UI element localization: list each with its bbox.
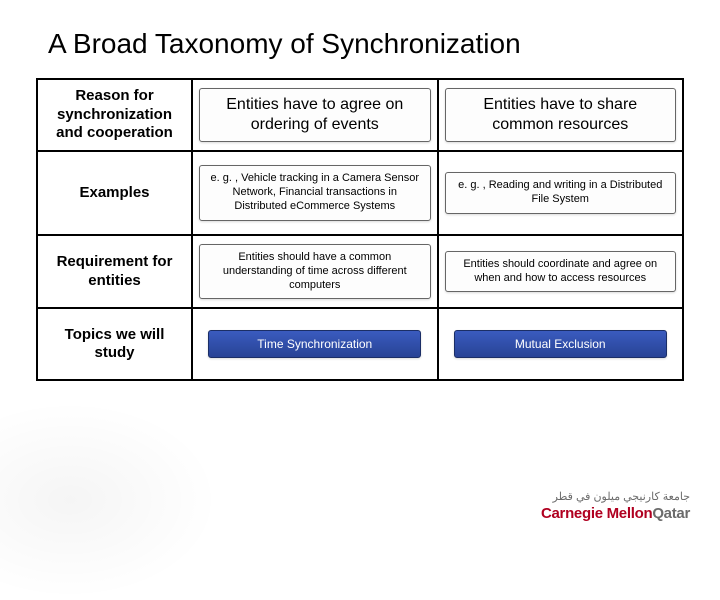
cell-reason-share: Entities have to share common resources bbox=[438, 79, 684, 151]
taxonomy-table: Reason for synchronization and cooperati… bbox=[36, 78, 684, 381]
cell-requirement-share: Entities should coordinate and agree on … bbox=[438, 235, 684, 308]
row-topics: Topics we will study Time Synchronizatio… bbox=[37, 308, 683, 380]
box-requirement-share: Entities should coordinate and agree on … bbox=[445, 251, 677, 293]
box-examples-ordering: e. g. , Vehicle tracking in a Camera Sen… bbox=[199, 165, 430, 220]
cell-topics-ordering: Time Synchronization bbox=[192, 308, 437, 380]
cell-examples-share: e. g. , Reading and writing in a Distrib… bbox=[438, 151, 684, 235]
footer-brand: Carnegie MellonQatar bbox=[541, 505, 690, 522]
box-topics-mutual-exclusion: Mutual Exclusion bbox=[454, 330, 667, 358]
box-reason-share: Entities have to share common resources bbox=[445, 88, 677, 142]
row-requirement: Requirement for entities Entities should… bbox=[37, 235, 683, 308]
row-examples: Examples e. g. , Vehicle tracking in a C… bbox=[37, 151, 683, 235]
cell-topics-share: Mutual Exclusion bbox=[438, 308, 684, 380]
cell-examples-ordering: e. g. , Vehicle tracking in a Camera Sen… bbox=[192, 151, 437, 235]
row-label-topics: Topics we will study bbox=[37, 308, 192, 380]
footer-logo: جامعة كارنيجي ميلون في قطر Carnegie Mell… bbox=[541, 492, 690, 522]
taxonomy-table-wrap: Reason for synchronization and cooperati… bbox=[0, 78, 720, 381]
row-reason: Reason for synchronization and cooperati… bbox=[37, 79, 683, 151]
row-label-examples: Examples bbox=[37, 151, 192, 235]
box-topics-time-sync: Time Synchronization bbox=[208, 330, 421, 358]
footer-brand-gray: Qatar bbox=[652, 505, 690, 522]
box-reason-ordering: Entities have to agree on ordering of ev… bbox=[199, 88, 430, 142]
row-label-requirement: Requirement for entities bbox=[37, 235, 192, 308]
footer-text-block: جامعة كارنيجي ميلون في قطر Carnegie Mell… bbox=[541, 492, 690, 522]
box-requirement-ordering: Entities should have a common understand… bbox=[199, 244, 430, 299]
footer-arabic: جامعة كارنيجي ميلون في قطر bbox=[541, 492, 690, 503]
slide-title: A Broad Taxonomy of Synchronization bbox=[0, 0, 720, 78]
cell-requirement-ordering: Entities should have a common understand… bbox=[192, 235, 437, 308]
footer-brand-red: Carnegie Mellon bbox=[541, 505, 652, 522]
cell-reason-ordering: Entities have to agree on ordering of ev… bbox=[192, 79, 437, 151]
box-examples-share: e. g. , Reading and writing in a Distrib… bbox=[445, 172, 677, 214]
background-decoration bbox=[0, 400, 220, 600]
row-label-reason: Reason for synchronization and cooperati… bbox=[37, 79, 192, 151]
